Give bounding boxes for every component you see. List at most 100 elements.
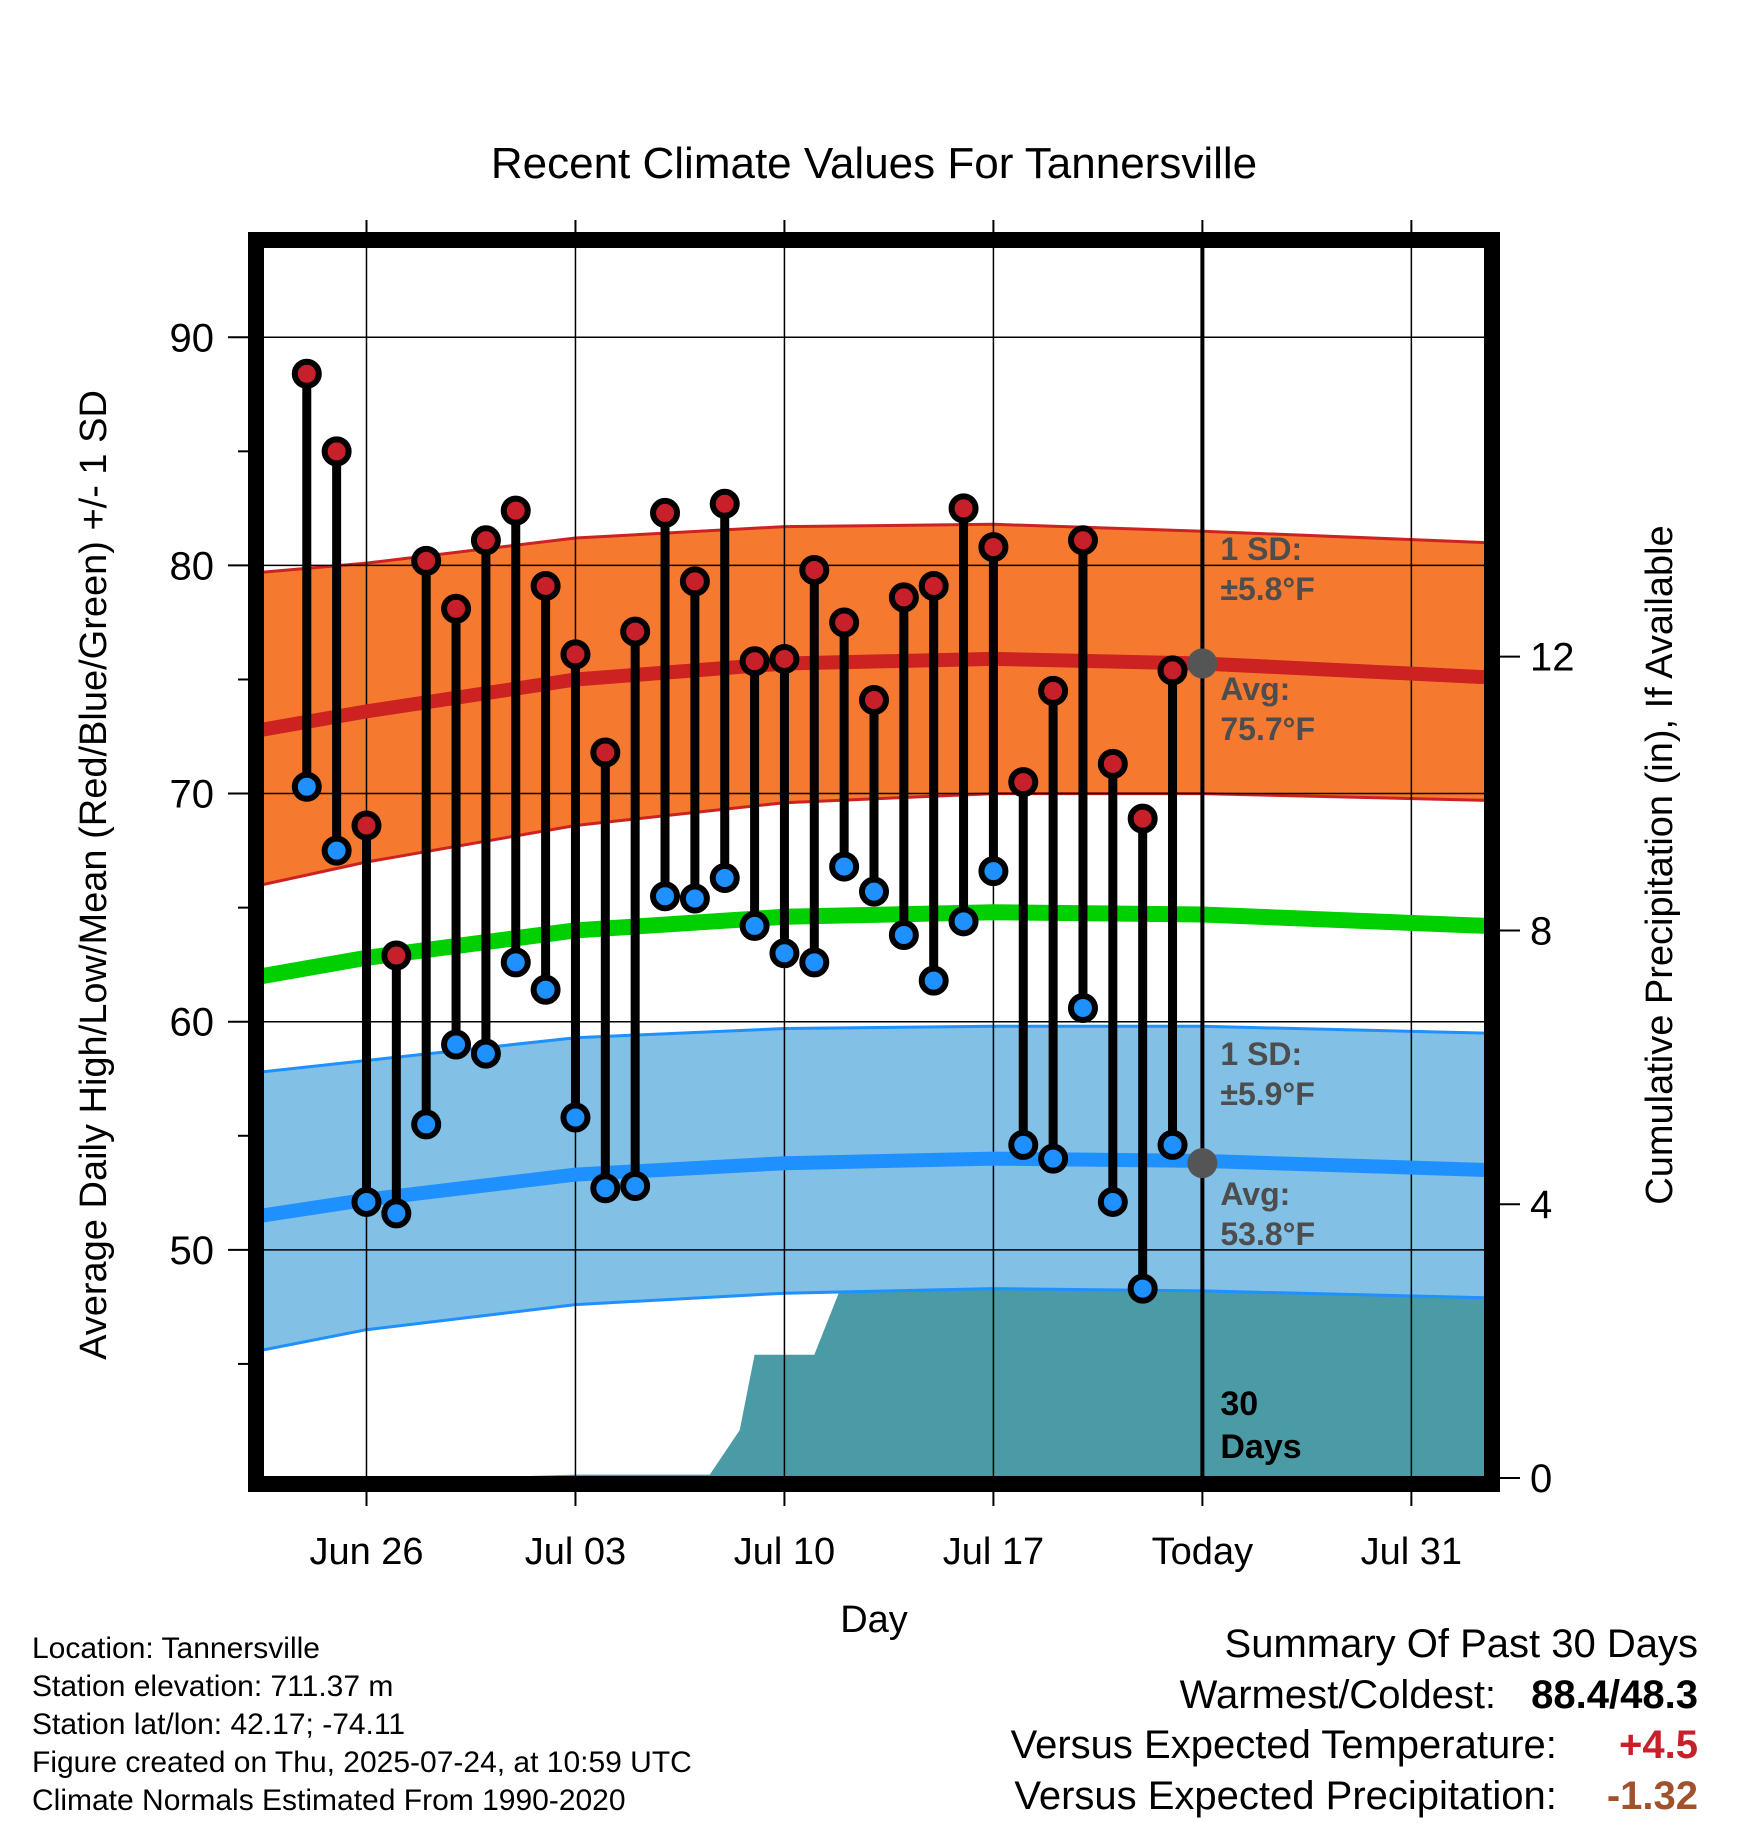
precip-area [262,1252,1486,1478]
high-point [291,358,322,389]
low-point [560,1102,591,1133]
low-point [1067,993,1098,1024]
high-point [679,566,710,597]
high-point [650,497,681,528]
x-tick-label: Jun 26 [309,1531,423,1573]
high-point [620,616,651,647]
high-point [739,646,770,677]
high-point [1038,675,1069,706]
high-point [1097,748,1128,779]
today-low-avg-marker [1187,1148,1218,1179]
low-point [650,881,681,912]
station-info: Location: Tannersville Station elevation… [32,1630,692,1820]
high-point [1127,803,1158,834]
days-count-label: 30 [1220,1385,1258,1423]
y2-tick-label: 12 [1530,636,1575,680]
low-point [799,947,830,978]
high-point [441,593,472,624]
x-tick-label: Jul 03 [525,1531,626,1573]
x-tick-label: Jul 17 [943,1531,1044,1573]
low-avg-label: Avg: [1220,1176,1290,1212]
low-point [411,1109,442,1140]
low-point [679,883,710,914]
precip-label: Versus Expected Precipitation: [1014,1774,1557,1818]
x-tick-label: Jul 31 [1361,1531,1462,1573]
y2-tick-label: 8 [1530,909,1552,953]
high-point [530,570,561,601]
low-point [1097,1186,1128,1217]
warm-cold-label: Warmest/Coldest: [1179,1673,1497,1717]
high-point [590,737,621,768]
high-sd-label: 1 SD: [1220,531,1302,567]
high-point [1067,525,1098,556]
low-avg-value: 53.8°F [1220,1216,1315,1252]
summary-title: Summary Of Past 30 Days [1224,1622,1698,1666]
high-point [381,940,412,971]
low-point [918,965,949,996]
high-point [918,570,949,601]
y2-tick-label: 0 [1530,1457,1552,1501]
info-elevation: Station elevation: 711.37 m [32,1670,394,1703]
low-point [978,856,1009,887]
precip-value: -1.32 [1606,1774,1698,1818]
y2-axis-label: Cumulative Precipitation (in), If Availa… [1639,525,1681,1204]
days-word-label: Days [1220,1428,1301,1466]
y-tick-label: 90 [170,316,215,360]
plot-area: 1 SD: ±5.8°F Avg: 75.7°F 1 SD: ±5.9°F Avg: 53.8… [262,246,1486,1478]
low-point [620,1170,651,1201]
low-point [590,1173,621,1204]
info-location: Location: Tannersville [32,1632,320,1665]
y-tick-label: 80 [170,544,215,588]
plot-frame [248,232,1500,1492]
info-normals: Climate Normals Estimated From 1990-2020 [32,1784,626,1817]
high-point [769,643,800,674]
low-point [321,835,352,866]
high-point [500,495,531,526]
low-point [888,920,919,951]
high-point [799,554,830,585]
y2-tick-label: 4 [1530,1183,1552,1227]
low-point [1038,1143,1069,1174]
high-point [948,493,979,524]
low-point [1157,1129,1188,1160]
y-tick-label: 60 [170,1001,215,1045]
summary-precip: Versus Expected Precipitation: -1.32 [1014,1774,1698,1819]
low-point [709,862,740,893]
x-tick-label: Today [1152,1531,1253,1573]
y-tick-label: 70 [170,773,215,817]
low-point [1008,1129,1039,1160]
mean-normal-line [262,904,1486,984]
low-point [739,910,770,941]
high-point [560,639,591,670]
chart-title: Recent Climate Values For Tannersville [491,139,1257,188]
plot-content [262,246,1486,1478]
low-point [381,1198,412,1229]
low-point [351,1186,382,1217]
y-tick-label: 50 [170,1229,215,1273]
info-created: Figure created on Thu, 2025-07-24, at 10… [32,1746,692,1779]
high-avg-value: 75.7°F [1220,711,1315,747]
summary-warm-cold: Warmest/Coldest: 88.4/48.3 [1180,1673,1698,1718]
x-tick-label: Jul 10 [734,1531,835,1573]
low-point [829,851,860,882]
high-point [978,532,1009,563]
low-point [1127,1273,1158,1304]
temp-value: +4.5 [1619,1723,1698,1767]
low-point [769,938,800,969]
high-point [321,436,352,467]
high-point [1008,767,1039,798]
high-point [888,582,919,613]
summary-temp: Versus Expected Temperature: +4.5 [1011,1723,1698,1768]
x-axis-label: Day [840,1599,908,1641]
high-point [859,685,889,716]
low-point [530,974,561,1005]
high-point [709,488,740,519]
temp-label: Versus Expected Temperature: [1010,1723,1557,1767]
low-sd-label: 1 SD: [1220,1036,1302,1072]
low-point [500,947,531,978]
high-sd-value: ±5.8°F [1220,571,1314,607]
low-sd-value: ±5.9°F [1220,1076,1314,1112]
low-point [470,1038,501,1069]
high-point [470,525,501,556]
